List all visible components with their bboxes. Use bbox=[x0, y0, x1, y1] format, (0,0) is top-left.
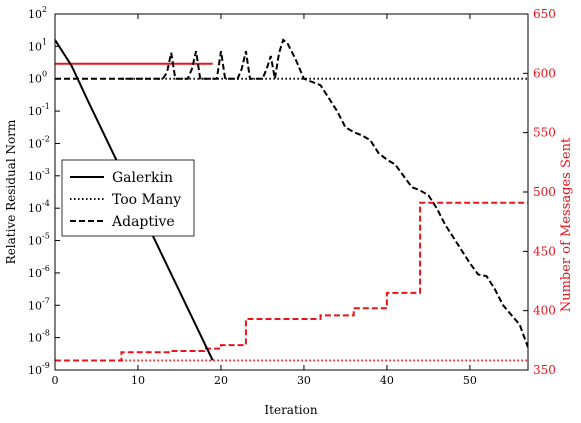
y2-axis-label: Number of Messages Sent bbox=[559, 137, 574, 312]
y-tick-label: 10 bbox=[28, 137, 42, 150]
y-tick-label: 10 bbox=[28, 105, 42, 118]
x-tick-label: 40 bbox=[380, 374, 394, 387]
y-tick-exponent: -4 bbox=[42, 199, 50, 208]
y-tick-label: 10 bbox=[28, 170, 42, 183]
y-tick-exponent: -8 bbox=[42, 329, 50, 338]
y2-tick-label: 650 bbox=[533, 7, 556, 21]
x-axis-label: Iteration bbox=[264, 403, 317, 417]
y-tick-label: 10 bbox=[28, 73, 42, 86]
y-tick-label: 10 bbox=[28, 364, 42, 377]
y-tick-exponent: 2 bbox=[42, 5, 47, 14]
legend-label-adaptive: Adaptive bbox=[111, 214, 175, 230]
y-axis-label: Relative Residual Norm bbox=[4, 119, 18, 264]
y-tick-label: 10 bbox=[28, 235, 42, 248]
y-tick-label: 10 bbox=[28, 40, 42, 53]
y-tick-exponent: -6 bbox=[42, 264, 50, 273]
x-tick-label: 10 bbox=[131, 374, 145, 387]
y-tick-exponent: -1 bbox=[42, 102, 50, 111]
y2-tick-label: 400 bbox=[533, 304, 556, 318]
y-tick-label: 10 bbox=[28, 202, 42, 215]
y2-tick-label: 350 bbox=[533, 363, 556, 377]
y-tick-exponent: -5 bbox=[42, 232, 50, 241]
y-tick-label: 10 bbox=[28, 8, 42, 21]
y-tick-exponent: 0 bbox=[42, 70, 47, 79]
legend-label-too-many: Too Many bbox=[112, 192, 181, 208]
y2-tick-label: 600 bbox=[533, 66, 556, 80]
x-tick-label: 30 bbox=[297, 374, 311, 387]
y-tick-exponent: -3 bbox=[42, 167, 50, 176]
y2-tick-label: 450 bbox=[533, 244, 556, 258]
y-tick-label: 10 bbox=[28, 299, 42, 312]
y-tick-label: 10 bbox=[28, 332, 42, 345]
y2-tick-label: 550 bbox=[533, 126, 556, 140]
legend: Galerkin Too Many Adaptive bbox=[61, 159, 195, 237]
y-tick-exponent: -9 bbox=[42, 361, 50, 370]
x-tick-label: 50 bbox=[463, 374, 477, 387]
y-tick-label: 10 bbox=[28, 267, 42, 280]
x-tick-label: 20 bbox=[214, 374, 228, 387]
legend-box bbox=[61, 159, 195, 237]
y-tick-exponent: -7 bbox=[42, 296, 50, 305]
y2-tick-label: 500 bbox=[533, 185, 556, 199]
y-tick-exponent: 1 bbox=[42, 37, 47, 46]
x-tick-label: 0 bbox=[52, 374, 59, 387]
residual-series-dashed bbox=[55, 38, 528, 348]
y-tick-exponent: -2 bbox=[42, 134, 50, 143]
legend-label-galerkin: Galerkin bbox=[112, 170, 173, 186]
